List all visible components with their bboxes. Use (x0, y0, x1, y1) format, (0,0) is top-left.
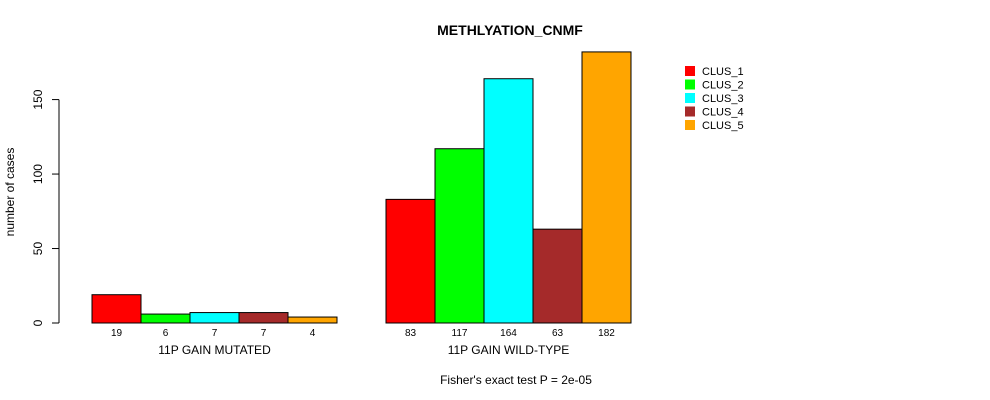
bar-value-label: 7 (261, 328, 267, 339)
bar-clus-2-group-2 (434, 148, 485, 324)
legend-swatch (685, 93, 695, 103)
bar-value-label: 164 (500, 328, 517, 339)
y-tick-label: 150 (31, 89, 45, 109)
group-label: 11P GAIN WILD-TYPE (448, 343, 570, 357)
bar-value-labels: 19 6 7 7 4 83 117 164 63 182 (111, 328, 615, 339)
legend-label: CLUS_5 (702, 120, 744, 132)
bars-group (91, 51, 632, 324)
bar-clus-5-group-2 (581, 51, 632, 324)
legend-label: CLUS_4 (702, 107, 744, 119)
y-tick-label: 100 (31, 164, 45, 184)
bar-value-label: 83 (405, 328, 417, 339)
bar-value-label: 182 (598, 328, 615, 339)
bar-value-label: 19 (111, 328, 123, 339)
bar-clus-1-group-2 (385, 198, 436, 324)
legend-swatch (685, 120, 695, 130)
footnote: Fisher's exact test P = 2e-05 (440, 373, 592, 387)
legend-label: CLUS_2 (702, 80, 744, 92)
legend-swatch (685, 106, 695, 117)
bar-clus-1-group-1 (91, 294, 142, 324)
legend-swatch (685, 79, 695, 90)
bar-clus-4-group-1 (238, 312, 289, 324)
bar-clus-2-group-1 (140, 313, 191, 324)
y-axis-label: number of cases (3, 148, 17, 237)
legend-label: CLUS_3 (702, 93, 744, 105)
bar-clus-5-group-1 (287, 316, 338, 324)
bar-value-label: 117 (452, 328, 468, 339)
legend-label: CLUS_1 (702, 66, 744, 78)
group-label: 11P GAIN MUTATED (158, 343, 271, 357)
group-labels: 11P GAIN MUTATED 11P GAIN WILD-TYPE (158, 343, 569, 357)
bar-value-label: 6 (163, 328, 169, 339)
bar-value-label: 4 (310, 328, 316, 339)
legend-swatch (685, 66, 695, 76)
bar-value-label: 7 (212, 328, 218, 339)
chart-title: METHLYATION_CNMF (437, 22, 583, 38)
bar-clus-4-group-2 (532, 228, 583, 324)
bar-value-label: 63 (552, 328, 564, 339)
y-tick-label: 0 (31, 319, 45, 326)
bar-clus-3-group-1 (189, 312, 240, 324)
bar-clus-3-group-2 (483, 78, 534, 324)
y-axis: 0 50 100 150 (31, 89, 60, 326)
y-tick-label: 50 (31, 242, 45, 256)
